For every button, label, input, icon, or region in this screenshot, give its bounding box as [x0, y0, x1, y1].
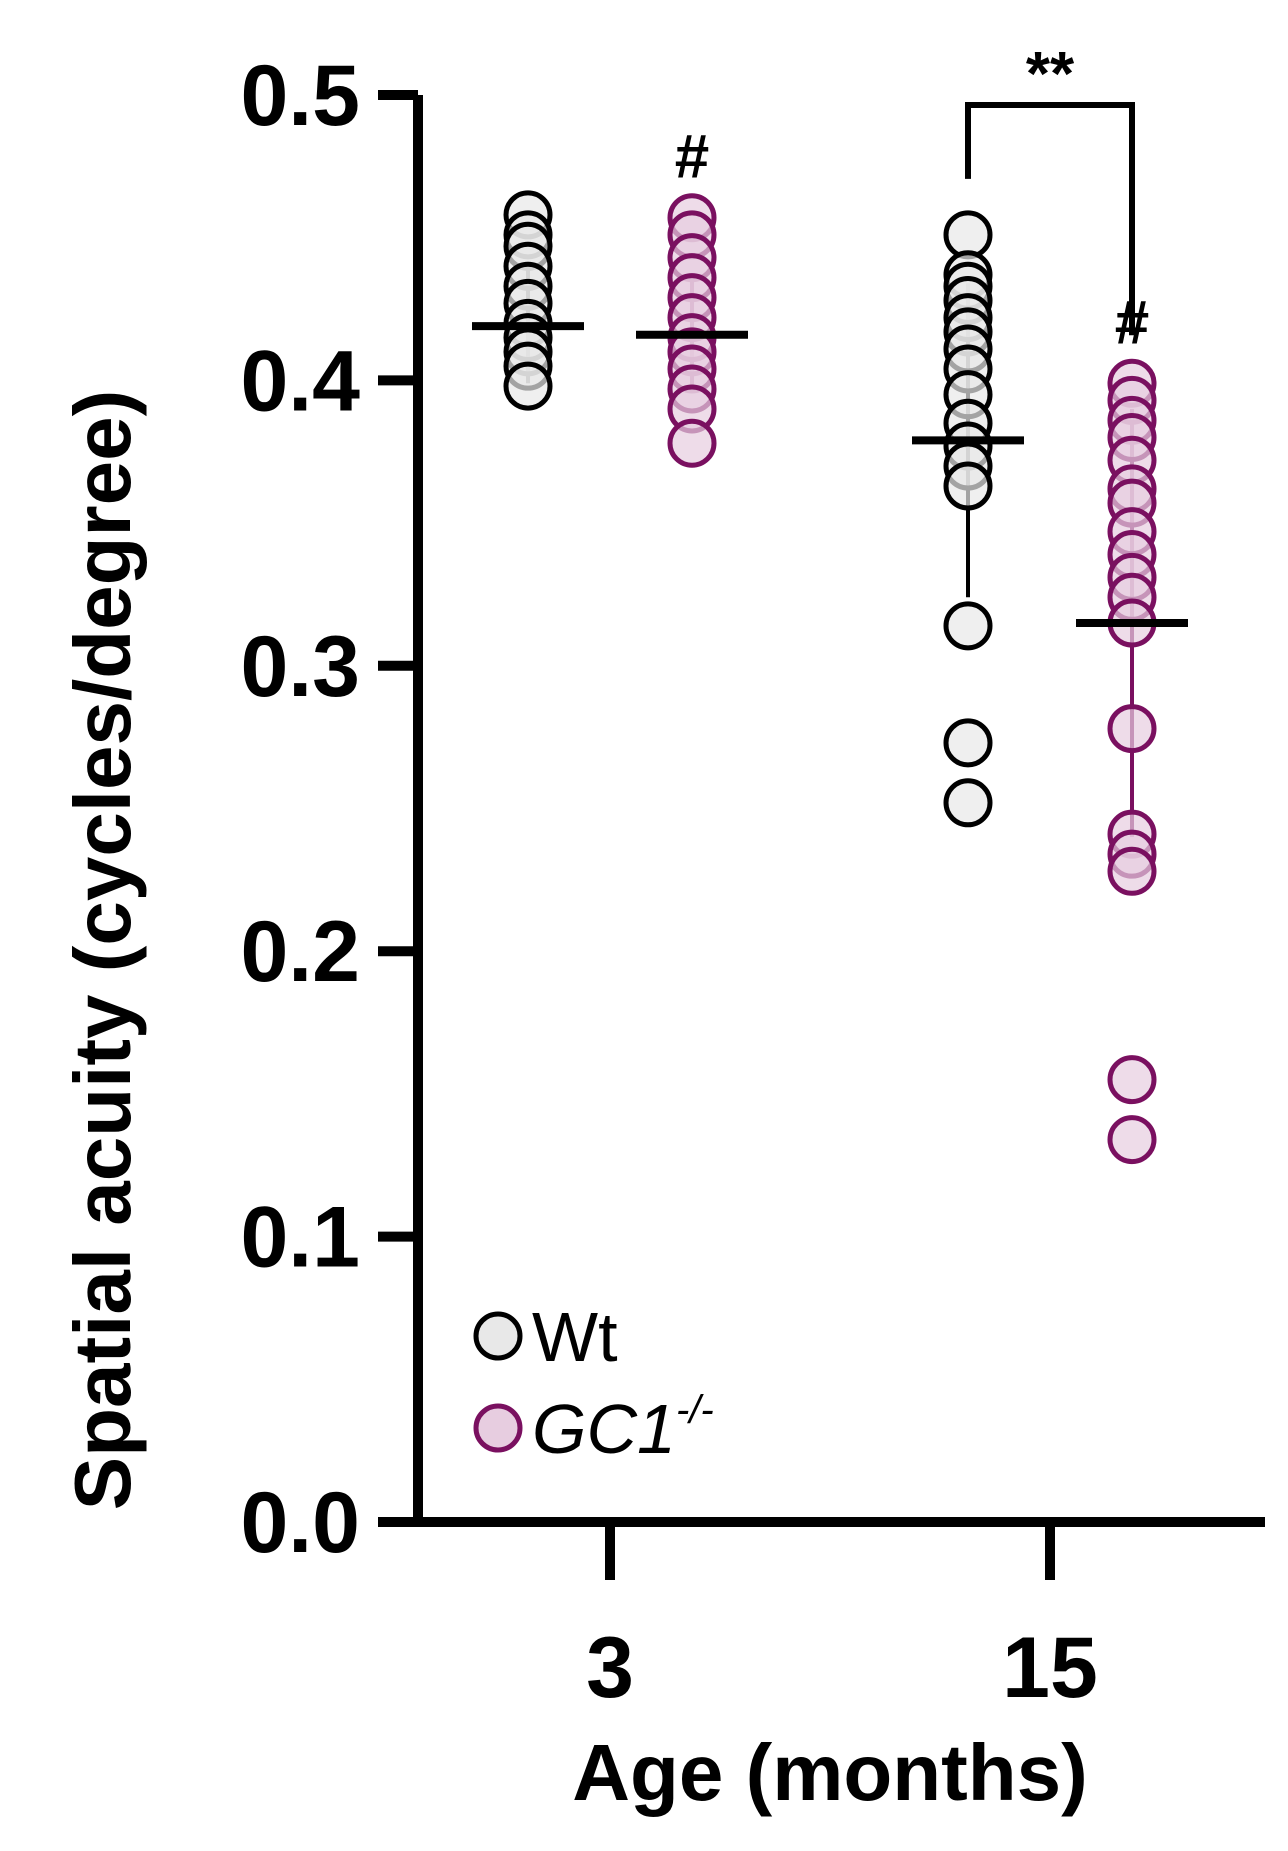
mean-lines [472, 322, 1188, 627]
data-point [503, 361, 553, 411]
x-axis-title: Age (months) [572, 1728, 1088, 1817]
data-point [943, 461, 993, 511]
legend-marker-gc1 [473, 1403, 523, 1453]
y-tick-label: 0.0 [240, 1475, 360, 1571]
legend: Wt GC1-/- [473, 1298, 714, 1468]
data-point [943, 778, 993, 828]
data-point [1107, 704, 1157, 754]
y-tick-label: 0.4 [240, 333, 360, 429]
legend-label-wt: Wt [532, 1298, 618, 1376]
significance-label: ** [1026, 40, 1075, 109]
y-tick-label: 0.1 [240, 1190, 360, 1286]
data-point [1107, 1055, 1157, 1105]
legend-marker-wt [473, 1311, 523, 1361]
x-tick-label: 15 [1002, 1620, 1098, 1716]
significance-marker: # [675, 123, 709, 192]
data-points [503, 190, 1157, 1165]
y-tick-label: 0.5 [240, 48, 360, 144]
data-point [1107, 1115, 1157, 1165]
y-axis-title: Spatial acuity (cycles/degree) [58, 390, 147, 1511]
data-point [943, 718, 993, 768]
legend-label-gc1-name: GC1 [532, 1390, 676, 1468]
data-point [943, 210, 993, 260]
error-bars [526, 269, 1134, 838]
annotations: ##** [675, 40, 1149, 357]
legend-label-gc1-superscript: -/- [676, 1388, 714, 1432]
y-tick-label: 0.2 [240, 904, 360, 1000]
x-tick-label: 3 [586, 1620, 634, 1716]
y-tick-label: 0.3 [240, 619, 360, 715]
legend-label-gc1: GC1-/- [532, 1388, 714, 1468]
data-point [1107, 846, 1157, 896]
significance-bracket [965, 102, 1135, 336]
data-point [943, 601, 993, 651]
axes: 0.0 0.1 0.2 0.3 0.4 0.5 3 15 [240, 48, 1265, 1716]
data-point [667, 418, 717, 468]
